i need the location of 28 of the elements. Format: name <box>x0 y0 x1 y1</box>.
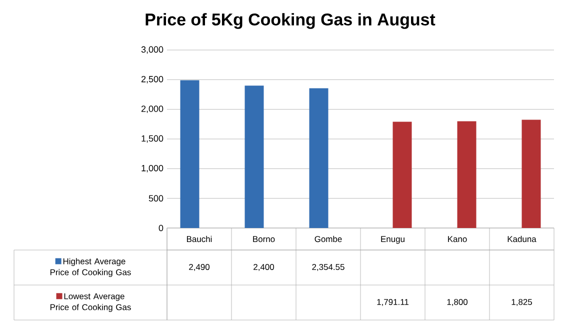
legend-label: Highest Average Price of Cooking Gas <box>50 258 131 277</box>
y-tick-label: 0 <box>158 224 164 232</box>
data-label: 2,490 <box>189 264 210 271</box>
y-tick-label: 1,000 <box>142 164 164 172</box>
bar <box>244 86 264 228</box>
bar <box>392 122 412 228</box>
data-label: 2,400 <box>254 264 274 271</box>
x-tick-label: Kaduna <box>508 236 536 242</box>
y-tick-label: 1,500 <box>142 135 164 143</box>
y-tick-label: 3,000 <box>141 46 164 54</box>
x-tick-label: Enugu <box>381 236 404 244</box>
x-tick-label: Gombe <box>314 236 342 242</box>
y-tick-label: 2,500 <box>141 76 164 84</box>
x-tick-label: Borno <box>253 236 275 242</box>
bar <box>457 121 476 228</box>
bar <box>180 80 200 228</box>
legend-label: Lowest Average Price of Cooking Gas <box>50 293 131 312</box>
chart-title: Price of 5Kg Cooking Gas in August <box>146 13 436 29</box>
data-label: 1,825 <box>512 299 532 306</box>
data-label: 1,800 <box>447 299 468 306</box>
x-tick-label: Bauchi <box>186 236 212 242</box>
bar <box>522 120 541 228</box>
x-tick-label: Kano <box>448 236 467 242</box>
y-tick-label: 500 <box>148 195 164 202</box>
bar <box>309 88 328 228</box>
data-label: 1,791.11 <box>377 299 409 306</box>
data-label: 2,354.55 <box>312 264 344 271</box>
y-tick-label: 2,000 <box>141 106 164 114</box>
